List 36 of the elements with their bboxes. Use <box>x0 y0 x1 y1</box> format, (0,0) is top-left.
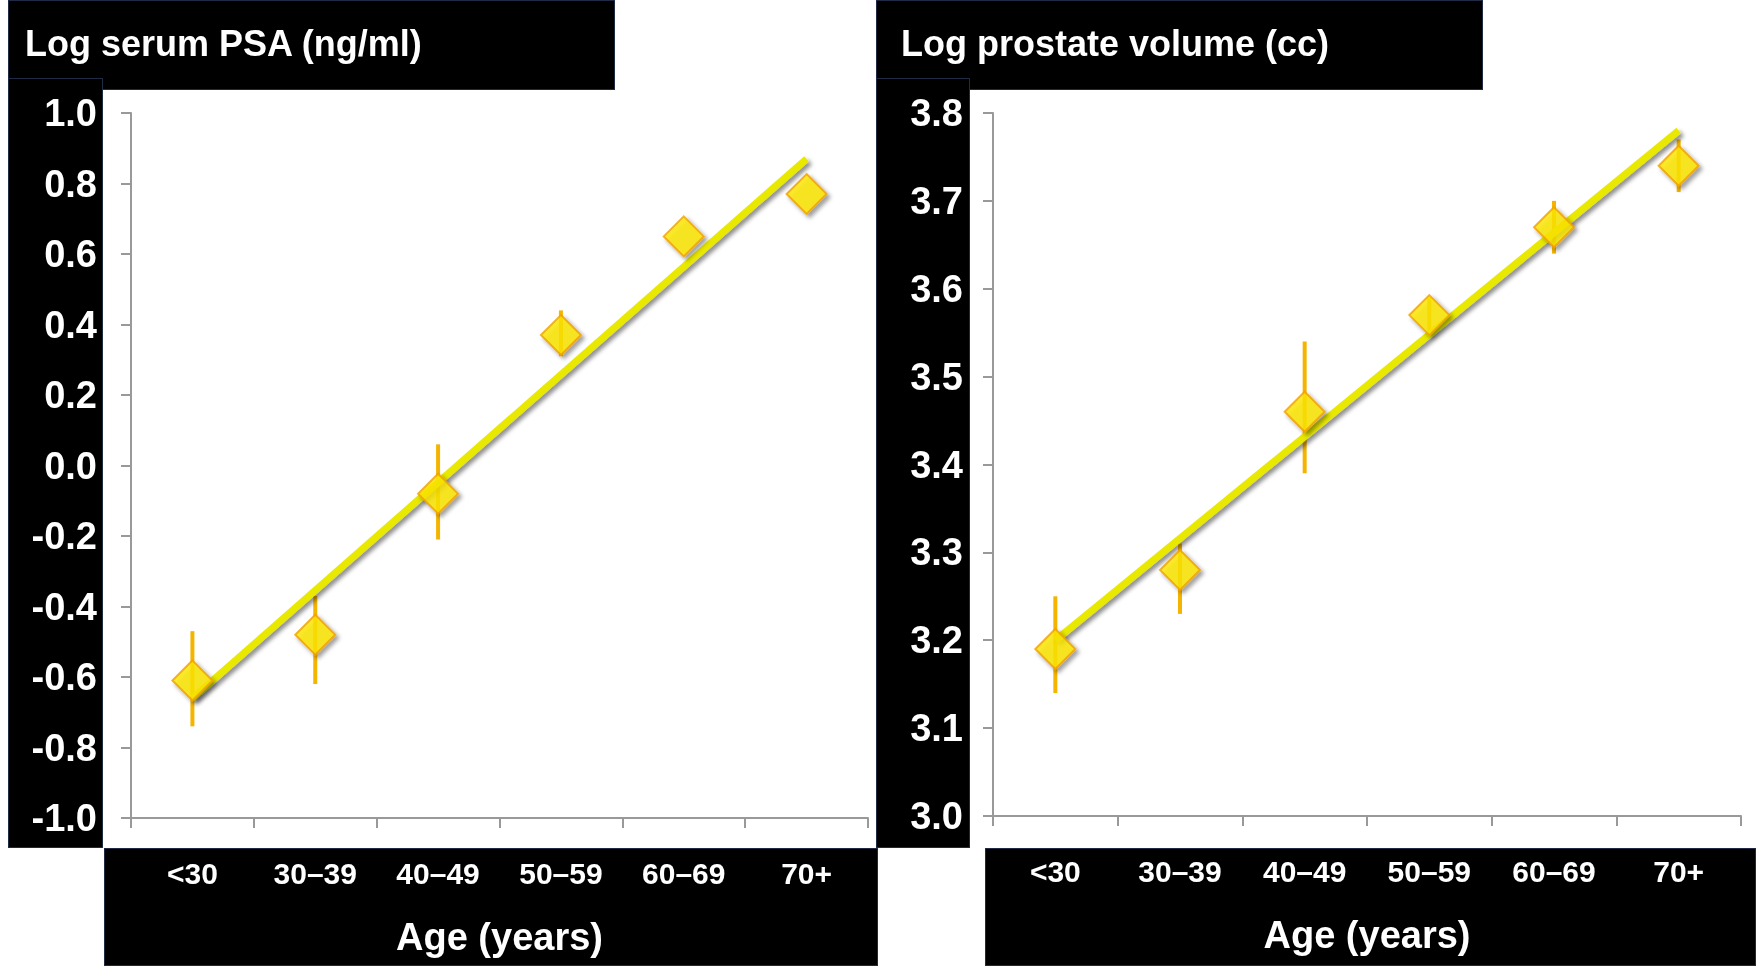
x-tick-label: <30 <box>166 856 218 890</box>
x-tick-label: 50–59 <box>519 856 603 890</box>
x-tick-label: 40–49 <box>396 856 480 890</box>
x-tick-label: 50–59 <box>1387 854 1472 888</box>
x-axis-title: Age (years) <box>1263 914 1471 956</box>
y-tick-label: 0.2 <box>44 374 97 416</box>
x-tick-label: 70+ <box>1653 854 1705 888</box>
x-tick-label: 60–69 <box>1512 854 1596 888</box>
y-tick-label: 0.8 <box>44 162 97 205</box>
y-tick-label: 3.2 <box>910 619 963 662</box>
y-tick-label: 0.6 <box>44 233 97 275</box>
y-tick-label: -0.8 <box>31 726 97 769</box>
chart-title: Log serum PSA (ng/ml) <box>25 22 422 64</box>
y-tick-label: 3.1 <box>910 707 963 750</box>
y-tick-label: 3.4 <box>910 443 963 486</box>
y-tick-label: 0.4 <box>44 303 97 346</box>
y-tick-label: 0.0 <box>44 444 97 487</box>
y-tick-label: 3.7 <box>910 179 963 222</box>
y-tick-label: 3.6 <box>910 267 963 310</box>
x-tick-label: 40–49 <box>1262 854 1347 888</box>
x-tick-label: <30 <box>1029 854 1081 888</box>
y-tick-label: -0.6 <box>31 656 97 698</box>
y-tick-label: 1.0 <box>44 92 97 134</box>
y-tick-label: -0.2 <box>31 515 97 557</box>
chart-title: Log prostate volume (cc) <box>901 22 1330 64</box>
x-tick-label: 30–39 <box>1138 854 1222 888</box>
y-tick-label: -1.0 <box>31 797 97 839</box>
y-tick-label: 3.8 <box>910 92 963 134</box>
x-tick-label: 70+ <box>781 856 833 890</box>
x-axis-title: Age (years) <box>396 916 603 958</box>
x-tick-label: 60–69 <box>642 856 726 890</box>
y-tick-label: 3.0 <box>910 795 963 837</box>
x-tick-label: 30–39 <box>273 856 357 890</box>
y-tick-label: 3.3 <box>910 531 963 574</box>
y-tick-label: -0.4 <box>31 585 97 628</box>
y-tick-label: 3.5 <box>910 355 963 398</box>
